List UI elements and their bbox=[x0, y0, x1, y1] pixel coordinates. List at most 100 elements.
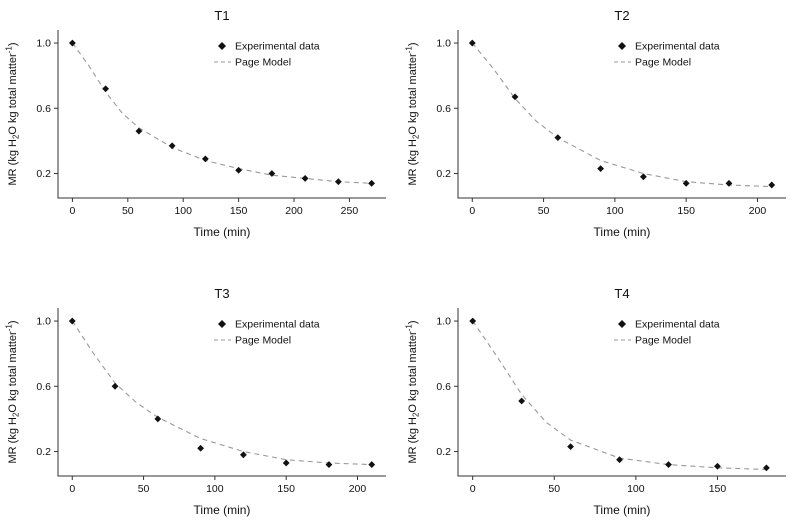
data-point bbox=[639, 173, 647, 181]
y-tick-label: 0.2 bbox=[36, 446, 51, 458]
x-tick-label: 0 bbox=[470, 483, 476, 495]
data-point bbox=[567, 443, 574, 451]
page-model-line bbox=[71, 320, 372, 466]
x-tick-label: 0 bbox=[69, 205, 75, 217]
data-point bbox=[239, 451, 247, 459]
legend-label-experimental: Experimental data bbox=[635, 41, 720, 53]
x-tick-label: 100 bbox=[606, 205, 624, 217]
data-point bbox=[197, 444, 205, 452]
x-axis-label: Time (min) bbox=[594, 225, 651, 239]
data-point bbox=[768, 181, 776, 189]
data-point bbox=[68, 317, 76, 325]
data-point bbox=[368, 461, 376, 468]
data-point bbox=[725, 179, 733, 187]
x-tick-label: 150 bbox=[709, 483, 727, 495]
y-tick-label: 0.6 bbox=[36, 381, 51, 393]
data-point bbox=[235, 166, 243, 174]
legend-label-experimental: Experimental data bbox=[235, 319, 320, 331]
y-tick-label: 1.0 bbox=[36, 316, 51, 328]
page-model-line bbox=[71, 42, 372, 184]
y-tick-label: 1.0 bbox=[36, 38, 51, 50]
chart-svg: T3 0 50 100 150 200 0.2 0.6 1.0 Time (min) MR (kg … bbox=[5, 286, 386, 517]
page-model-line bbox=[471, 42, 772, 188]
x-tick-label: 150 bbox=[277, 483, 295, 495]
data-point bbox=[368, 179, 375, 187]
x-tick-label: 100 bbox=[174, 205, 192, 217]
chart-title: T4 bbox=[614, 286, 629, 301]
data-point bbox=[69, 39, 76, 47]
x-tick-label: 150 bbox=[677, 205, 695, 217]
x-axis-label: Time (min) bbox=[194, 225, 251, 239]
chart-svg: T4 0 50 100 150 0.2 0.6 1.0 Time (min) MR (kg H2O… bbox=[405, 286, 786, 517]
y-tick-label: 0.6 bbox=[436, 381, 451, 393]
chart-panel-t4: T4 0 50 100 150 0.2 0.6 1.0 Time (min) MR (kg H2O… bbox=[400, 284, 800, 520]
chart-title: T3 bbox=[214, 286, 229, 301]
data-point bbox=[135, 127, 143, 135]
axes bbox=[457, 308, 786, 477]
data-point bbox=[325, 461, 333, 468]
data-point bbox=[682, 179, 690, 187]
y-axis-label: MR (kg H2O kg total matter-1) bbox=[405, 320, 421, 463]
chart-svg: T2 0 50 100 150 200 0.2 0.6 1.0 Time (min) MR (kg … bbox=[405, 8, 786, 239]
data-point bbox=[518, 397, 526, 405]
data-point bbox=[268, 170, 276, 177]
x-tick-label: 200 bbox=[349, 483, 367, 495]
legend-label-experimental: Experimental data bbox=[235, 41, 320, 53]
x-axis-label: Time (min) bbox=[594, 503, 651, 517]
x-tick-label: 50 bbox=[548, 483, 560, 495]
legend-label-model: Page Model bbox=[635, 57, 691, 69]
data-point bbox=[111, 382, 119, 390]
y-tick-label: 0.2 bbox=[436, 168, 451, 180]
x-tick-label: 50 bbox=[138, 483, 150, 495]
x-tick-label: 200 bbox=[749, 205, 767, 217]
legend-marker-experimental-icon bbox=[618, 42, 626, 50]
legend-label-model: Page Model bbox=[635, 335, 691, 347]
y-axis-label: MR (kg H2O kg total matter-1) bbox=[5, 42, 21, 185]
x-axis-label: Time (min) bbox=[194, 503, 251, 517]
legend-label-model: Page Model bbox=[235, 57, 291, 69]
x-tick-label: 50 bbox=[538, 205, 550, 217]
x-tick-label: 50 bbox=[122, 205, 134, 217]
data-point bbox=[334, 178, 342, 186]
data-point bbox=[714, 462, 721, 470]
y-axis-label: MR (kg H2O kg total matter-1) bbox=[405, 42, 421, 185]
chart-svg: T1 0 50 100 150 200 250 0.2 0.6 1.0 Time (min) MR (… bbox=[5, 8, 386, 239]
y-tick-label: 0.6 bbox=[36, 103, 51, 115]
data-point bbox=[511, 93, 519, 101]
axes bbox=[57, 308, 386, 477]
chart-panel-t1: T1 0 50 100 150 200 250 0.2 0.6 1.0 Time (min) MR (… bbox=[0, 6, 400, 242]
legend-marker-experimental-icon bbox=[218, 320, 226, 328]
data-point bbox=[468, 39, 476, 47]
chart-title: T2 bbox=[614, 8, 629, 23]
legend-marker-experimental-icon bbox=[618, 320, 626, 328]
data-point bbox=[554, 134, 562, 142]
axes bbox=[457, 30, 786, 199]
data-point bbox=[469, 317, 477, 325]
chart-title: T1 bbox=[214, 8, 229, 23]
y-tick-label: 0.2 bbox=[436, 446, 451, 458]
x-tick-label: 200 bbox=[285, 205, 303, 217]
data-point bbox=[301, 175, 309, 182]
chart-panel-t2: T2 0 50 100 150 200 0.2 0.6 1.0 Time (min) MR (kg … bbox=[400, 6, 800, 242]
x-tick-label: 100 bbox=[627, 483, 645, 495]
x-tick-label: 100 bbox=[206, 483, 224, 495]
data-point bbox=[282, 459, 290, 467]
x-tick-label: 250 bbox=[341, 205, 359, 217]
y-tick-label: 0.2 bbox=[36, 168, 51, 180]
page-model-line bbox=[472, 320, 767, 471]
axes bbox=[57, 30, 386, 199]
legend-label-model: Page Model bbox=[235, 335, 291, 347]
data-point bbox=[201, 155, 209, 163]
data-point bbox=[616, 456, 623, 464]
x-tick-label: 0 bbox=[469, 205, 475, 217]
y-tick-label: 1.0 bbox=[436, 38, 451, 50]
x-tick-label: 0 bbox=[69, 483, 75, 495]
x-tick-label: 150 bbox=[230, 205, 248, 217]
legend-marker-experimental-icon bbox=[218, 42, 226, 50]
data-point bbox=[763, 464, 770, 472]
data-point bbox=[168, 142, 176, 150]
chart-panel-t3: T3 0 50 100 150 200 0.2 0.6 1.0 Time (min) MR (kg … bbox=[0, 284, 400, 520]
data-point bbox=[102, 85, 110, 93]
data-point bbox=[597, 165, 605, 173]
data-point bbox=[665, 461, 672, 468]
